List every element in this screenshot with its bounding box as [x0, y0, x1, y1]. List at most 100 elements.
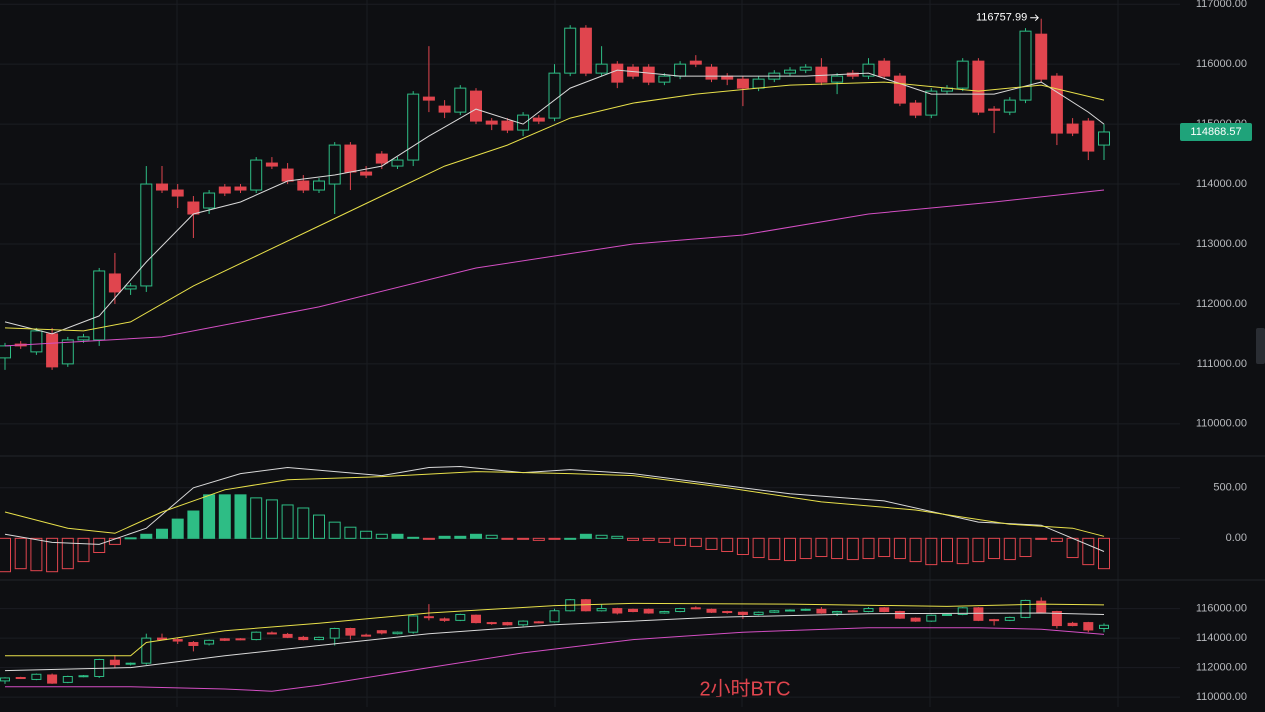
candle-body: [894, 611, 905, 619]
candle-body: [454, 87, 467, 113]
candle-body: [532, 117, 545, 122]
candle-body: [956, 60, 969, 89]
macd-bar: [1003, 537, 1016, 561]
candle-body: [579, 27, 592, 74]
candle-body: [344, 144, 357, 173]
candle-body: [485, 120, 498, 125]
macd-bar: [815, 537, 828, 558]
macd-bar: [0, 537, 11, 573]
macd-bar: [250, 497, 263, 539]
candle-body: [15, 677, 26, 680]
candle-body: [879, 607, 890, 613]
macd-bar: [297, 507, 310, 539]
macd-bar: [736, 537, 749, 556]
candle-body: [659, 611, 670, 614]
macd-bar: [878, 537, 891, 558]
macd-bar: [46, 537, 59, 573]
indicator-line: [4, 69, 1105, 335]
candle-body: [109, 659, 120, 666]
candle-body: [706, 608, 717, 613]
macd-bar: [454, 535, 467, 539]
candle-body: [93, 270, 106, 341]
candle-body: [78, 675, 89, 678]
indicator-line: [4, 189, 1105, 347]
macd-bar: [375, 533, 388, 539]
candle-body: [187, 201, 200, 215]
macd-bar: [564, 537, 577, 540]
candle-body: [360, 171, 373, 176]
macd-bar: [156, 528, 168, 539]
macd-bar: [485, 534, 498, 539]
candle-body: [140, 183, 153, 287]
candle-body: [328, 144, 341, 185]
candle-body: [973, 607, 984, 621]
candle-body: [203, 192, 216, 209]
candle-body: [438, 105, 451, 113]
macd-bar: [1050, 537, 1063, 542]
candle-body: [642, 66, 655, 83]
candle-body: [846, 72, 859, 77]
macd-bar: [30, 537, 43, 572]
macd-bar: [862, 537, 875, 560]
macd-bar: [674, 537, 687, 546]
candle-body: [251, 631, 262, 641]
indicator-line: [4, 612, 1105, 672]
candle-body: [1082, 120, 1095, 152]
candle-body: [471, 614, 481, 624]
macd-bar: [140, 533, 153, 539]
candle-body: [628, 608, 638, 613]
macd-bar: [658, 537, 671, 543]
macd-bar: [501, 537, 514, 540]
y-tick-label: 116000.00: [1196, 602, 1247, 614]
macd-bar: [956, 537, 969, 565]
macd-bar: [689, 537, 702, 547]
candle-body: [799, 66, 812, 71]
watermark: 2小时BTC: [699, 677, 790, 700]
candle-body: [595, 63, 608, 74]
macd-bar: [422, 537, 435, 540]
macd-bar: [831, 537, 844, 560]
indicator-line: [5, 627, 1105, 692]
scroll-handle[interactable]: [1256, 328, 1265, 364]
macd-bar: [532, 537, 545, 541]
macd-bar: [941, 537, 953, 563]
candle-body: [989, 619, 1000, 622]
candle-body: [533, 621, 544, 624]
macd-bar: [1082, 537, 1095, 566]
candle-body: [1051, 611, 1062, 627]
candle-body: [1019, 30, 1032, 101]
macd-bar: [438, 535, 451, 539]
macd-bar: [1098, 537, 1110, 570]
candle-body: [361, 634, 372, 637]
candle-body: [689, 60, 702, 65]
candle-body: [925, 90, 938, 116]
candle-body: [596, 608, 607, 612]
candle-body: [375, 153, 388, 164]
candle-body: [62, 675, 73, 683]
last-price-label: 114868.57: [1190, 126, 1241, 138]
macd-bar: [1035, 537, 1048, 540]
macd-bar: [313, 514, 325, 539]
candle-body: [957, 607, 968, 615]
macd-bar: [470, 533, 482, 539]
candle-body: [611, 63, 624, 83]
candle-body: [31, 673, 42, 680]
macd-bar: [579, 533, 592, 539]
macd-bar: [925, 537, 938, 566]
indicator-line: [4, 465, 1105, 552]
candle-body: [423, 616, 434, 619]
candle-body: [862, 63, 875, 77]
candle-body: [297, 180, 310, 191]
candle-body: [942, 613, 952, 616]
candle-body: [893, 75, 906, 104]
candle-body: [785, 609, 795, 612]
candle-body: [171, 189, 184, 197]
macd-bar: [595, 534, 608, 539]
macd-bar: [61, 537, 74, 570]
macd-bar: [909, 537, 922, 563]
candle-body: [30, 330, 43, 353]
y-tick-label: 116000.00: [1196, 58, 1247, 70]
candle-body: [878, 60, 891, 77]
candle-body: [1050, 75, 1063, 134]
